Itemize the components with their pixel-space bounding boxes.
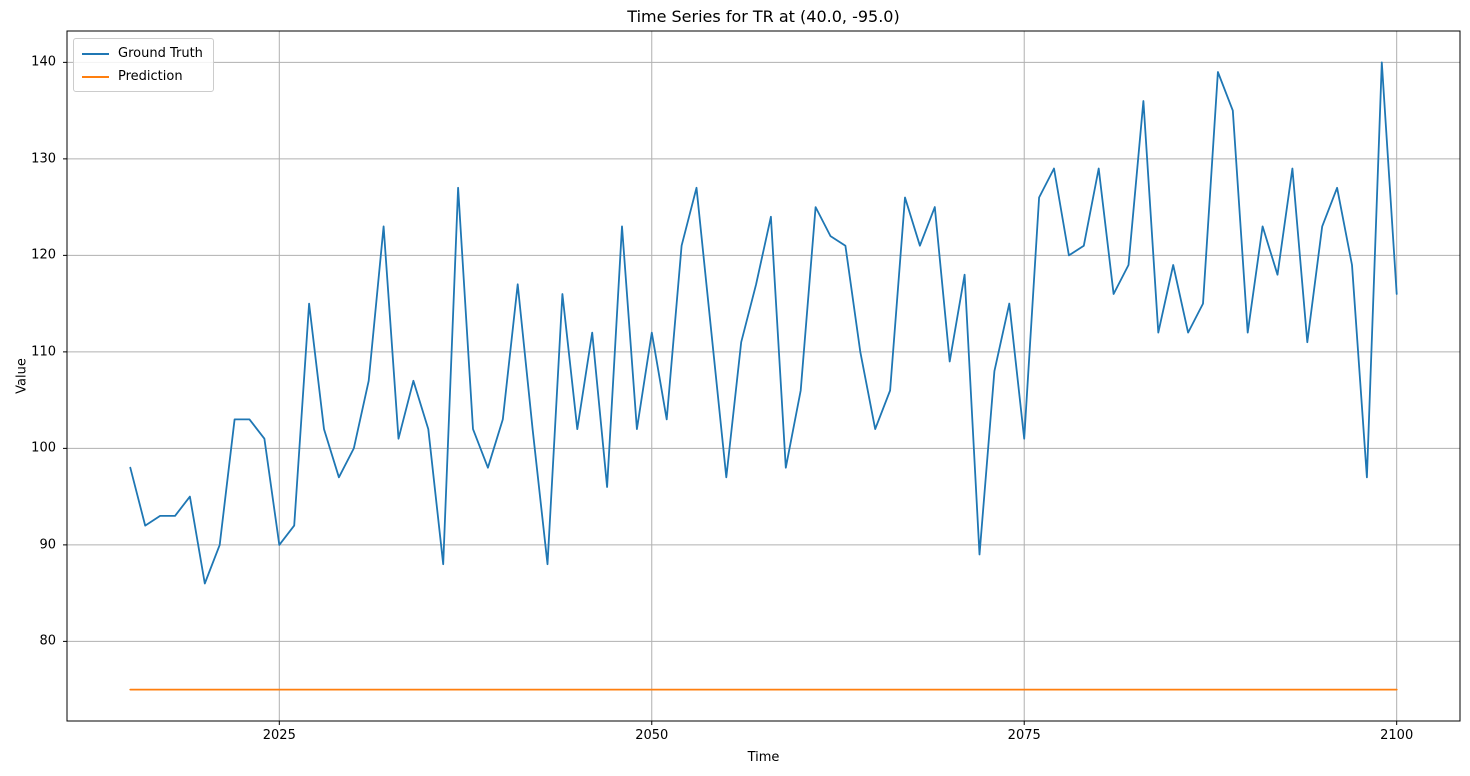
y-tick-label: 90 (39, 537, 56, 553)
legend-item-prediction: Prediction (82, 67, 203, 86)
series-layer (129, 61, 1398, 691)
y-tick-label: 120 (31, 247, 56, 263)
legend-label: Ground Truth (118, 46, 203, 61)
legend-item-ground-truth: Ground Truth (82, 44, 203, 63)
y-axis-label: Value (14, 358, 30, 394)
x-tick-label: 2100 (1380, 728, 1414, 743)
y-tick-label: 100 (31, 440, 56, 456)
x-tick-label: 2075 (1007, 728, 1041, 743)
axes-spines (66, 30, 1461, 722)
prediction-line-swatch (82, 75, 109, 78)
x-tick-label: 2050 (635, 728, 669, 743)
x-tick-label: 2025 (262, 728, 296, 743)
chart-title: Time Series for TR at (40.0, -95.0) (627, 7, 900, 26)
y-tick-label: 110 (31, 344, 56, 360)
legend-label: Prediction (118, 69, 183, 84)
x-axis-label: Time (747, 750, 780, 765)
series-ground-truth-line (129, 61, 1398, 585)
grid-layer (67, 31, 1460, 721)
y-tick-label: 130 (31, 151, 56, 167)
tick-marks (63, 61, 1398, 725)
y-tick-label: 140 (31, 54, 56, 70)
axes-frame (66, 30, 1461, 722)
ground-truth-line-swatch (82, 52, 109, 55)
legend: Ground Truth Prediction (73, 38, 214, 92)
y-tick-label: 80 (39, 633, 56, 649)
